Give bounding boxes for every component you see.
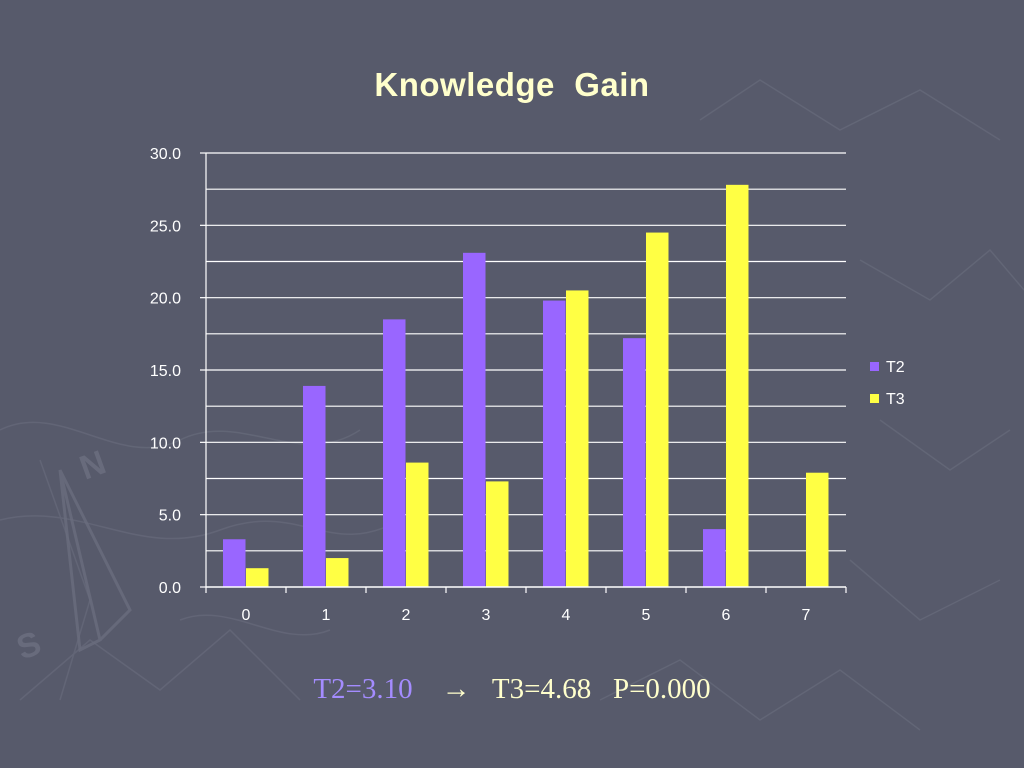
x-tick-label: 4 [562,607,571,624]
t2-summary: T2=3.10 [313,673,413,705]
chart-title: Knowledge Gain [374,66,650,103]
legend: T2 T3 [870,359,905,408]
bar-t2 [703,529,726,587]
axes: 0.0 5.0 10.0 15.0 20.0 25.0 30.0 0 1 2 3 4 5 6 7 [150,146,847,624]
x-tick-label: 1 [322,607,331,624]
y-tick-label: 15.0 [150,363,181,380]
bar-t2 [223,539,246,587]
y-tick-label: 0.0 [159,580,181,597]
y-tick-label: 25.0 [150,218,181,235]
t3-summary: T3=4.68 [491,673,592,705]
y-tick-label: 10.0 [150,435,181,452]
x-tick-label: 5 [642,607,651,624]
bar-t3 [566,290,589,587]
p-value: P=0.000 [612,673,711,705]
bar-t2 [463,252,486,587]
x-tick-label: 6 [722,607,731,624]
y-tick-label: 5.0 [159,508,181,525]
bar-t3 [326,558,349,587]
arrow-icon: → [441,673,471,705]
x-tick-label: 0 [242,607,251,624]
bar-t3 [486,481,509,587]
bar-t3 [646,232,669,588]
legend-label-t2: T2 [886,359,905,376]
bar-t3 [406,462,429,587]
y-tick-label: 30.0 [150,146,181,163]
x-tick-label: 7 [802,607,811,624]
gridlines [206,152,846,552]
x-tick-label: 2 [402,607,411,624]
bar-t2 [543,300,566,587]
x-tick-label: 3 [482,607,491,624]
summary-line: T2=3.10 → T3=4.68 P=0.000 [0,673,1024,706]
legend-label-t3: T3 [886,391,905,408]
bar-t3 [246,568,269,587]
bar-t3 [806,472,829,587]
bar-t2 [303,385,326,587]
legend-swatch-t3 [870,394,879,403]
bar-t3 [726,184,749,587]
y-tick-label: 20.0 [150,291,181,308]
bars [223,184,829,588]
bar-t2 [623,338,646,587]
legend-swatch-t2 [870,362,879,371]
bar-t2 [383,319,406,587]
